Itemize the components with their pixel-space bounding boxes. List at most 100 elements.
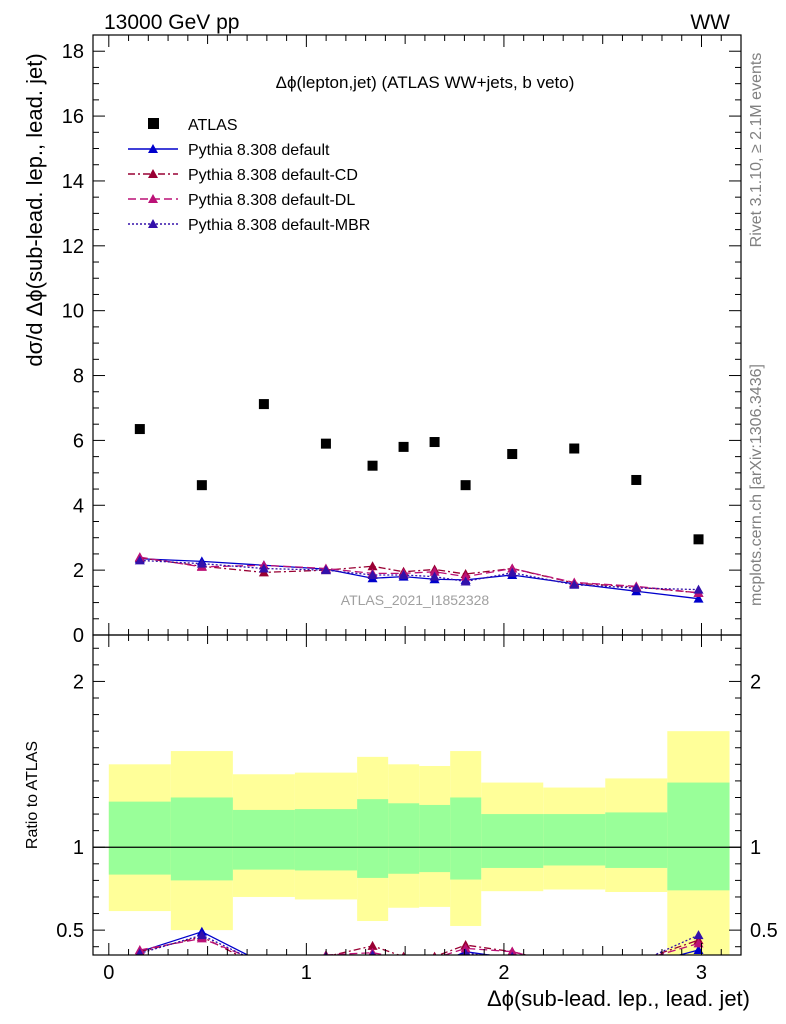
mc-point-4	[569, 579, 580, 589]
mc-point-4	[398, 570, 409, 579]
ratio-point-2	[569, 962, 579, 971]
ratio-point-0	[569, 963, 579, 972]
ratio-point-0	[631, 962, 641, 971]
ratio-axis-label: Ratio to ATLAS	[24, 741, 41, 849]
y-tick-label: 2	[73, 560, 84, 582]
ratio-point-1	[401, 951, 406, 955]
ratio-band-inner	[232, 809, 295, 870]
ratio-point-3	[461, 948, 470, 955]
legend-marker	[148, 144, 158, 153]
ratio-band-inner	[543, 814, 606, 866]
ratio-line-1	[139, 936, 699, 955]
ratio-point-2	[259, 958, 269, 967]
ratio-band-inner	[170, 797, 233, 881]
mc-point-3	[460, 571, 471, 581]
rivet-label: Rivet 3.1.10, ≥ 2.1M events	[748, 53, 765, 248]
mc-point-4	[460, 576, 471, 586]
mcplots-label: mcplots.cern.ch [arXiv:1306.3436]	[748, 364, 765, 606]
data-point	[569, 443, 580, 454]
ratio-point-3	[196, 930, 207, 940]
ratio-point-2	[460, 943, 471, 953]
mc-point-3	[429, 566, 440, 576]
ratio-point-3	[136, 948, 144, 955]
y-tick-label: 18	[62, 41, 84, 63]
ratio-point-3	[631, 958, 641, 967]
data-point	[693, 534, 704, 545]
mc-point-4	[196, 558, 207, 568]
ratio-y-tick-label: 1	[750, 837, 761, 859]
ratio-point-3	[369, 950, 376, 955]
ratio-point-1	[367, 940, 378, 950]
legend-label: Pythia 8.308 default-DL	[188, 192, 355, 209]
mc-point-4	[320, 565, 331, 575]
y-tick-label: 4	[73, 495, 84, 517]
ratio-band-inner	[108, 801, 171, 875]
mc-line-3	[139, 556, 699, 594]
x-tick-label: 3	[696, 962, 707, 984]
data-point	[460, 480, 471, 491]
ratio-point-1	[432, 951, 437, 955]
data-point	[196, 480, 207, 491]
legend-marker	[148, 169, 158, 178]
mc-line-2	[139, 557, 699, 594]
y-tick-label: 12	[62, 236, 84, 258]
legend-label: Pythia 8.308 default-MBR	[188, 217, 370, 234]
ratio-point-3	[693, 930, 704, 940]
x-axis-label: Δϕ(sub-lead. lep., lead. jet)	[487, 986, 750, 1011]
data-point	[398, 441, 409, 452]
ratio-band-inner	[667, 782, 730, 891]
data-point	[507, 449, 518, 460]
mc-point-4	[258, 563, 269, 573]
ratio-band-inner	[605, 812, 668, 868]
ratio-point-0	[259, 958, 269, 967]
ratio-band-inner	[357, 799, 389, 878]
y-tick-label: 0	[73, 625, 84, 647]
ratio-point-0	[430, 960, 440, 969]
ratio-band-inner	[419, 804, 451, 873]
ratio-line-0	[139, 931, 699, 955]
data-point	[429, 437, 440, 448]
process-label: WW	[690, 11, 730, 34]
ratio-point-3	[259, 960, 269, 969]
y-tick-label: 10	[62, 301, 84, 323]
ratio-band-inner	[450, 797, 482, 880]
mc-point-4	[507, 567, 518, 577]
y-tick-label: 16	[62, 106, 84, 128]
mc-line-4	[139, 559, 699, 591]
ratio-point-3	[430, 958, 440, 967]
ratio-point-3	[510, 951, 515, 955]
energy-label: 13000 GeV pp	[104, 11, 239, 34]
x-tick-label: 2	[498, 962, 509, 984]
data-point	[367, 460, 378, 471]
legend-label: Pythia 8.308 default	[188, 142, 330, 159]
data-point	[631, 474, 642, 485]
ratio-point-2	[507, 946, 517, 955]
ratio-y-tick-label: 0.5	[56, 920, 84, 942]
ratio-point-1	[259, 963, 269, 972]
ratio-y-tick-label: 2	[73, 671, 84, 693]
legend-marker	[148, 194, 158, 203]
plot-title: Δϕ(lepton,jet) (ATLAS WW+jets, b veto)	[276, 73, 575, 92]
y-tick-label: 14	[62, 171, 84, 193]
data-point	[134, 424, 145, 435]
data-point	[320, 438, 331, 449]
y-axis-label: dσ/d Δϕ(sub-lead. lep., lead. jet)	[22, 53, 47, 366]
ratio-band-inner	[388, 803, 420, 874]
y-tick-label: 8	[73, 366, 84, 388]
ratio-point-1	[631, 957, 641, 966]
ratio-y-tick-label: 2	[750, 671, 761, 693]
legend-marker-data	[148, 118, 159, 129]
mc-point-4	[693, 584, 704, 594]
x-tick-label: 0	[103, 962, 114, 984]
ratio-y-tick-label: 0.5	[750, 920, 778, 942]
ratio-point-2	[631, 957, 641, 966]
mc-point-1	[693, 593, 704, 603]
ratio-band-inner	[294, 809, 358, 871]
ratio-frame	[92, 634, 742, 956]
legend-label: Pythia 8.308 default-CD	[188, 167, 358, 184]
ratio-band-inner	[481, 814, 544, 868]
ratio-point-3	[569, 963, 579, 972]
ratio-line-3	[139, 934, 699, 955]
mc-line-1	[139, 558, 699, 600]
